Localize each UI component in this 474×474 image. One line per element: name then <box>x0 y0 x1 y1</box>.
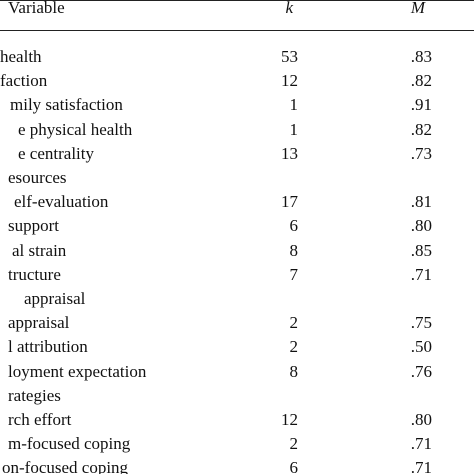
row-label: appraisal <box>8 313 70 333</box>
row-label: elf-evaluation <box>14 192 109 212</box>
cell-m: .81 <box>410 192 432 212</box>
cell-m: .76 <box>410 361 432 381</box>
cell-k: 13 <box>281 143 298 163</box>
cell-k: 2 <box>289 313 299 333</box>
row-label: health <box>0 47 42 66</box>
cell-k: 6 <box>289 216 299 236</box>
row-label: rch effort <box>8 410 72 429</box>
cell-m: .83 <box>410 47 432 66</box>
header-rule <box>0 30 474 31</box>
cell-k: 1 <box>289 119 299 139</box>
cell-m: .73 <box>410 143 432 163</box>
cell-k: 12 <box>281 71 298 91</box>
row-label: loyment expectation <box>8 361 147 381</box>
row-label: e physical health <box>18 119 133 139</box>
row-label: m-focused coping <box>8 434 131 454</box>
row-label: e centrality <box>18 143 94 163</box>
cell-k: 8 <box>289 240 299 260</box>
cell-k: 53 <box>281 47 298 66</box>
cell-m: .71 <box>410 264 432 284</box>
cell-m: .71 <box>410 458 432 474</box>
cell-k: 8 <box>289 361 299 381</box>
cell-m: .91 <box>410 95 432 115</box>
cell-k: 17 <box>281 192 298 212</box>
row-label: al strain <box>12 240 67 260</box>
cell-k: 1 <box>289 95 299 115</box>
cell-m: .85 <box>410 240 432 260</box>
cell-k: 2 <box>289 337 299 357</box>
header-variable: Variable <box>8 0 65 17</box>
row-label: rategies <box>8 385 61 405</box>
row-label: esources <box>8 168 67 187</box>
row-label: mily satisfaction <box>10 95 123 115</box>
row-label: on-focused coping <box>2 458 129 474</box>
cell-m: .80 <box>410 216 432 236</box>
row-label: appraisal <box>24 289 86 308</box>
row-label: tructure <box>8 264 61 284</box>
row-label: faction <box>0 71 48 91</box>
cell-m: .80 <box>410 410 432 429</box>
cell-m: .50 <box>410 337 432 357</box>
top-rule <box>0 0 474 1</box>
cell-m: .82 <box>410 119 432 139</box>
cell-k: 12 <box>281 410 298 429</box>
cell-k: 7 <box>289 264 299 284</box>
row-label: l attribution <box>8 337 88 357</box>
header-m: M <box>410 0 425 17</box>
cell-m: .71 <box>410 434 432 454</box>
row-label: support <box>8 216 59 236</box>
cell-m: .75 <box>410 313 432 333</box>
cell-m: .82 <box>410 71 432 91</box>
cell-k: 2 <box>289 434 299 454</box>
cell-k: 6 <box>289 458 299 474</box>
header-k: k <box>285 0 293 17</box>
